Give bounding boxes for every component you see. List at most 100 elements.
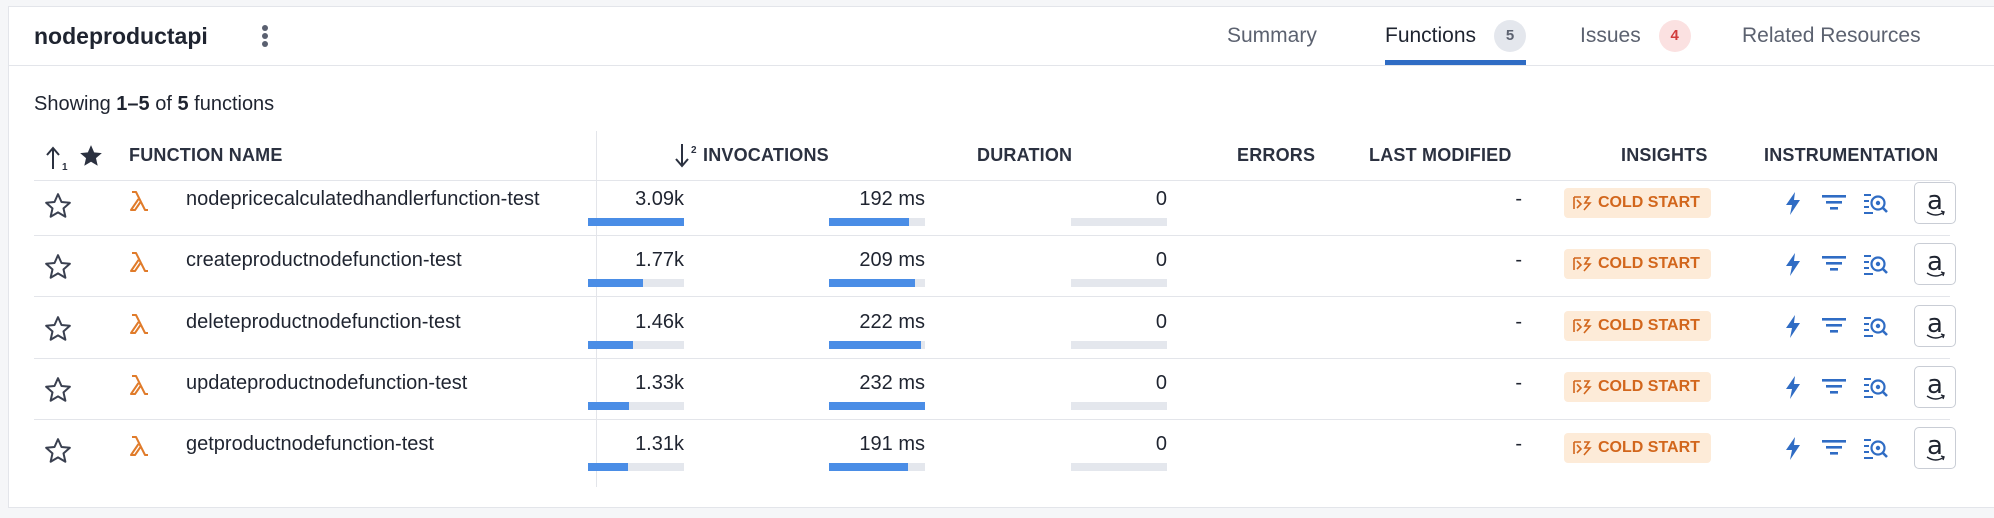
table-header: 1 FUNCTION NAME 2 INVOCATIONS DURATION E…	[34, 133, 1950, 181]
star-icon[interactable]	[43, 436, 73, 466]
tab-summary[interactable]: Summary	[1227, 7, 1317, 65]
amazon-smile-icon	[1926, 210, 1945, 216]
filter-list-icon[interactable]	[1819, 188, 1849, 218]
duration-value: 192 ms	[859, 188, 925, 210]
search-trace-icon[interactable]	[1861, 433, 1891, 463]
function-name-link[interactable]: updateproductnodefunction-test	[186, 372, 468, 394]
amazon-smile-icon	[1926, 394, 1945, 400]
amazon-icon[interactable]: a	[1914, 243, 1956, 285]
search-trace-icon[interactable]	[1861, 311, 1891, 341]
errors-value: 0	[1155, 311, 1167, 333]
bolt-icon[interactable]	[1778, 249, 1808, 279]
table-row[interactable]: deleteproductnodefunction-test 1.46k 222…	[34, 297, 1956, 359]
column-insights: INSIGHTS	[1621, 145, 1708, 165]
last-modified-value: -	[1515, 249, 1522, 271]
service-title: nodeproductapi	[34, 23, 208, 49]
errors-bar	[1071, 218, 1167, 226]
column-last-modified[interactable]: LAST MODIFIED	[1369, 145, 1512, 165]
search-trace-icon[interactable]	[1861, 249, 1891, 279]
lambda-icon	[130, 191, 148, 211]
last-modified-value: -	[1515, 188, 1522, 210]
invocations-value: 1.77k	[635, 249, 684, 271]
tab-label: Summary	[1227, 24, 1317, 47]
filter-list-icon[interactable]	[1819, 249, 1849, 279]
duration-bar	[829, 463, 925, 471]
tab-issues[interactable]: Issues 4	[1580, 7, 1691, 65]
table-row[interactable]: updateproductnodefunction-test 1.33k 232…	[34, 358, 1956, 420]
duration-value: 232 ms	[859, 372, 925, 394]
issues-count-badge: 4	[1658, 20, 1691, 52]
search-trace-icon[interactable]	[1861, 372, 1891, 402]
amazon-icon[interactable]: a	[1914, 366, 1956, 408]
cold-start-icon	[1573, 319, 1592, 334]
column-function-name[interactable]: FUNCTION NAME	[129, 145, 283, 165]
errors-bar	[1071, 279, 1167, 287]
column-divider	[596, 131, 597, 487]
lambda-icon	[130, 252, 148, 272]
bolt-icon[interactable]	[1778, 433, 1808, 463]
function-name-link[interactable]: nodepricecalculatedhandlerfunction-test	[186, 188, 540, 210]
invocations-bar	[588, 218, 684, 226]
summary-total: 5	[177, 93, 189, 115]
filter-list-icon[interactable]	[1819, 433, 1849, 463]
cold-start-badge[interactable]: COLD START	[1564, 311, 1711, 341]
sort-icon[interactable]: 1	[43, 143, 73, 173]
filter-list-icon[interactable]	[1819, 311, 1849, 341]
cold-start-badge[interactable]: COLD START	[1564, 249, 1711, 279]
cold-start-icon	[1573, 380, 1592, 395]
lambda-icon	[130, 314, 148, 334]
bolt-icon[interactable]	[1778, 311, 1808, 341]
column-invocations[interactable]: INVOCATIONS	[703, 145, 829, 165]
insight-label: COLD START	[1598, 255, 1700, 272]
tab-related-resources[interactable]: Related Resources	[1742, 7, 1921, 65]
cold-start-icon	[1573, 257, 1592, 272]
tab-label: Issues	[1580, 24, 1641, 47]
more-options-icon[interactable]	[254, 21, 276, 51]
star-icon[interactable]	[43, 375, 73, 405]
functions-count-badge: 5	[1494, 20, 1527, 52]
column-instrumentation: INSTRUMENTATION	[1764, 145, 1939, 165]
star-icon[interactable]	[43, 314, 73, 344]
amazon-icon[interactable]: a	[1914, 182, 1956, 224]
cold-start-badge[interactable]: COLD START	[1564, 433, 1711, 463]
tab-functions[interactable]: Functions 5	[1385, 7, 1527, 65]
amazon-icon[interactable]: a	[1914, 305, 1956, 347]
favorite-star-icon[interactable]	[78, 143, 104, 169]
star-icon[interactable]	[43, 191, 73, 221]
invocations-bar	[588, 463, 684, 471]
top-bar: nodeproductapi Summary Functions 5 Issue…	[9, 7, 1994, 66]
invocations-bar-fill	[588, 402, 630, 410]
cold-start-icon	[1573, 196, 1592, 211]
last-modified-value: -	[1515, 433, 1522, 455]
cold-start-icon	[1573, 441, 1592, 456]
cold-start-badge[interactable]: COLD START	[1564, 188, 1711, 218]
errors-value: 0	[1155, 433, 1167, 455]
duration-bar-fill	[829, 218, 909, 226]
function-name-link[interactable]: getproductnodefunction-test	[186, 433, 434, 455]
column-duration[interactable]: DURATION	[977, 145, 1073, 165]
star-icon[interactable]	[43, 252, 73, 282]
last-modified-value: -	[1515, 311, 1522, 333]
amazon-icon[interactable]: a	[1914, 427, 1956, 469]
functions-panel: nodeproductapi Summary Functions 5 Issue…	[8, 6, 1994, 508]
function-name-link[interactable]: createproductnodefunction-test	[186, 249, 462, 271]
sort-desc-icon[interactable]: 2	[672, 141, 700, 171]
results-summary: Showing 1–5 of 5 functions	[34, 93, 274, 116]
function-name-link[interactable]: deleteproductnodefunction-test	[186, 311, 461, 333]
summary-prefix: Showing	[34, 93, 117, 115]
invocations-value: 3.09k	[635, 188, 684, 210]
bolt-icon[interactable]	[1778, 372, 1808, 402]
table-row[interactable]: nodepricecalculatedhandlerfunction-test …	[34, 174, 1956, 236]
search-trace-icon[interactable]	[1861, 188, 1891, 218]
column-errors[interactable]: ERRORS	[1237, 145, 1316, 165]
cold-start-badge[interactable]: COLD START	[1564, 372, 1711, 402]
errors-value: 0	[1155, 372, 1167, 394]
lambda-icon	[130, 375, 148, 395]
table-row[interactable]: createproductnodefunction-test 1.77k 209…	[34, 235, 1956, 297]
bolt-icon[interactable]	[1778, 188, 1808, 218]
errors-bar	[1071, 402, 1167, 410]
table-row[interactable]: getproductnodefunction-test 1.31k 191 ms…	[34, 419, 1956, 480]
svg-text:1: 1	[62, 162, 68, 173]
filter-list-icon[interactable]	[1819, 372, 1849, 402]
amazon-smile-icon	[1926, 455, 1945, 461]
